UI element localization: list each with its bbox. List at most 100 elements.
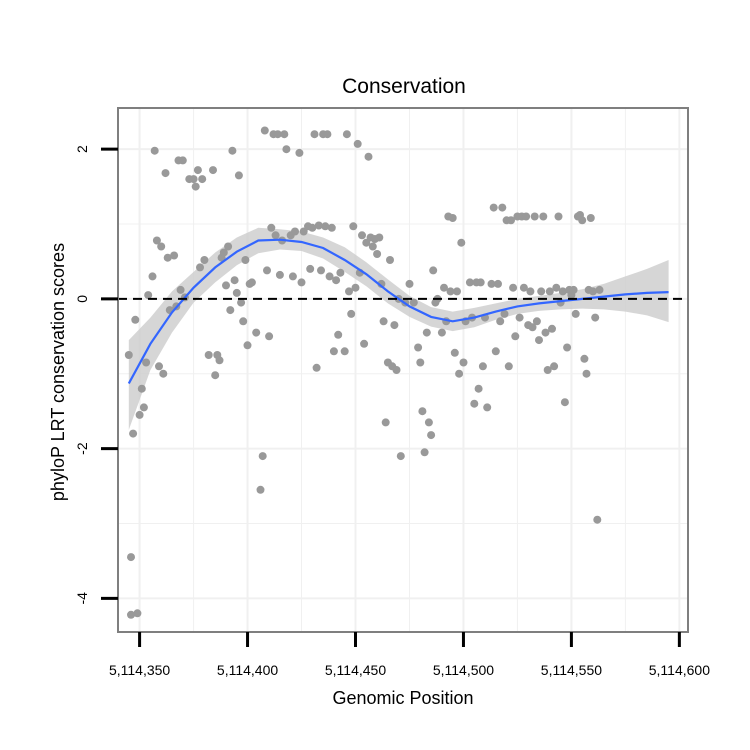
data-point: [386, 256, 394, 264]
data-point: [578, 216, 587, 225]
data-point: [414, 343, 423, 352]
y-tick-label: 2: [74, 145, 90, 153]
data-point: [189, 175, 198, 184]
confidence-band-layer: [128, 227, 669, 430]
x-tick-label: 5,114,500: [433, 662, 494, 678]
data-point: [429, 266, 438, 275]
data-point: [487, 279, 496, 288]
data-point: [450, 348, 459, 357]
data-point: [470, 399, 479, 408]
data-point: [522, 212, 531, 221]
data-point: [234, 171, 243, 180]
data-point: [312, 363, 321, 372]
data-point: [314, 221, 323, 230]
y-tick-label: -4: [74, 592, 90, 605]
data-point: [209, 166, 217, 175]
data-point: [148, 272, 157, 281]
grid-lines: [118, 108, 688, 632]
data-point: [200, 256, 209, 264]
data-point: [368, 242, 377, 251]
data-point: [422, 328, 431, 337]
data-point: [230, 276, 239, 285]
data-point: [424, 418, 433, 427]
data-point: [351, 283, 360, 292]
x-tick-label: 5,114,450: [325, 662, 386, 678]
data-point: [539, 212, 548, 221]
data-point: [243, 341, 252, 350]
panel-border: [117, 107, 689, 633]
data-point: [509, 283, 518, 292]
data-point: [163, 253, 172, 262]
chart-title: Conservation: [342, 75, 466, 98]
data-point: [537, 287, 546, 296]
x-axis: 5,114,350 5,114,400 5,114,450 5,114,500 5,11…: [109, 632, 710, 678]
data-point: [347, 309, 356, 318]
data-point: [358, 231, 366, 240]
data-point: [273, 130, 282, 139]
data-point: [532, 317, 541, 326]
data-point: [504, 362, 513, 371]
data-points-layer: [124, 126, 604, 619]
data-point: [478, 362, 487, 371]
data-point: [291, 227, 299, 236]
data-point: [494, 279, 502, 288]
data-point: [582, 369, 591, 378]
data-point: [263, 266, 271, 275]
data-point: [157, 242, 166, 251]
data-point: [135, 410, 144, 419]
data-point: [127, 553, 135, 562]
data-point: [275, 270, 284, 279]
data-point: [142, 358, 151, 367]
data-point: [228, 146, 237, 155]
data-point: [155, 362, 163, 371]
confidence-band: [128, 227, 669, 430]
y-axis: 2 0 -2 -4: [74, 145, 118, 605]
data-point: [446, 287, 455, 296]
data-point: [409, 298, 418, 307]
data-point: [364, 152, 373, 161]
data-point: [420, 448, 429, 457]
data-point: [127, 610, 135, 619]
data-point: [129, 429, 138, 438]
data-point: [558, 287, 567, 296]
data-point: [554, 212, 563, 221]
data-point: [381, 418, 390, 427]
data-point: [310, 130, 319, 139]
data-point: [297, 278, 306, 287]
data-point: [526, 287, 535, 296]
data-point: [440, 283, 448, 292]
data-point: [342, 130, 351, 139]
data-point: [159, 369, 168, 378]
data-point: [496, 317, 505, 326]
data-point: [474, 384, 483, 393]
data-point: [396, 452, 405, 461]
data-point: [437, 328, 446, 337]
data-point: [336, 268, 345, 277]
data-point: [321, 222, 330, 231]
data-point: [224, 242, 233, 251]
data-point: [161, 169, 170, 178]
data-point: [373, 250, 382, 258]
data-point: [323, 130, 332, 139]
data-point: [150, 146, 159, 155]
data-point: [198, 175, 207, 184]
data-point: [489, 203, 498, 212]
data-point: [137, 384, 146, 393]
data-point: [360, 339, 369, 348]
data-point: [280, 130, 289, 139]
data-point: [332, 276, 341, 285]
data-point: [392, 366, 401, 374]
data-point: [418, 407, 427, 416]
data-point: [271, 231, 280, 240]
data-point: [550, 362, 559, 371]
data-point: [375, 233, 384, 242]
data-point: [586, 214, 595, 222]
data-point: [593, 515, 602, 524]
data-point: [507, 216, 515, 225]
data-point: [124, 351, 133, 359]
data-point: [252, 328, 261, 337]
y-tick-label: 0: [74, 295, 90, 303]
data-point: [453, 287, 461, 296]
x-axis-label: Genomic Position: [332, 688, 473, 708]
